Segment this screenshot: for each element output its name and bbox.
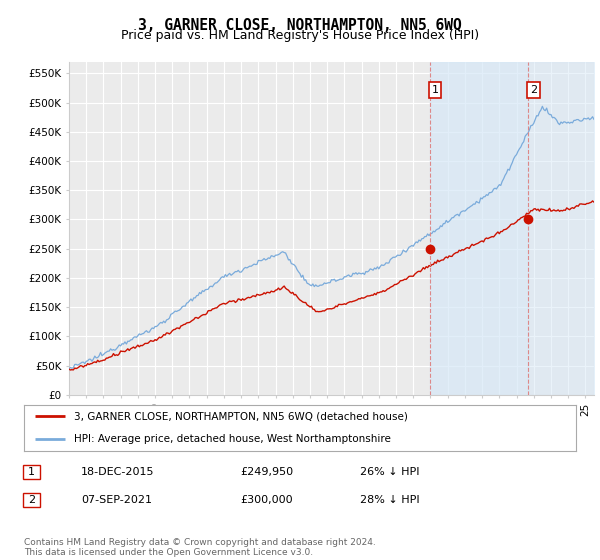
Text: 28% ↓ HPI: 28% ↓ HPI: [360, 494, 419, 505]
Text: Contains HM Land Registry data © Crown copyright and database right 2024.
This d: Contains HM Land Registry data © Crown c…: [24, 538, 376, 557]
Text: 2: 2: [28, 494, 35, 505]
Text: 1: 1: [28, 466, 35, 477]
Text: 3, GARNER CLOSE, NORTHAMPTON, NN5 6WQ (detached house): 3, GARNER CLOSE, NORTHAMPTON, NN5 6WQ (d…: [74, 412, 407, 421]
Text: 07-SEP-2021: 07-SEP-2021: [81, 494, 152, 505]
Text: Price paid vs. HM Land Registry's House Price Index (HPI): Price paid vs. HM Land Registry's House …: [121, 29, 479, 42]
Text: HPI: Average price, detached house, West Northamptonshire: HPI: Average price, detached house, West…: [74, 435, 391, 444]
Text: 1: 1: [431, 85, 439, 95]
Text: 26% ↓ HPI: 26% ↓ HPI: [360, 466, 419, 477]
Text: 2: 2: [530, 85, 537, 95]
Text: 18-DEC-2015: 18-DEC-2015: [81, 466, 155, 477]
Text: 3, GARNER CLOSE, NORTHAMPTON, NN5 6WQ: 3, GARNER CLOSE, NORTHAMPTON, NN5 6WQ: [138, 18, 462, 33]
Text: £249,950: £249,950: [240, 466, 293, 477]
Text: £300,000: £300,000: [240, 494, 293, 505]
